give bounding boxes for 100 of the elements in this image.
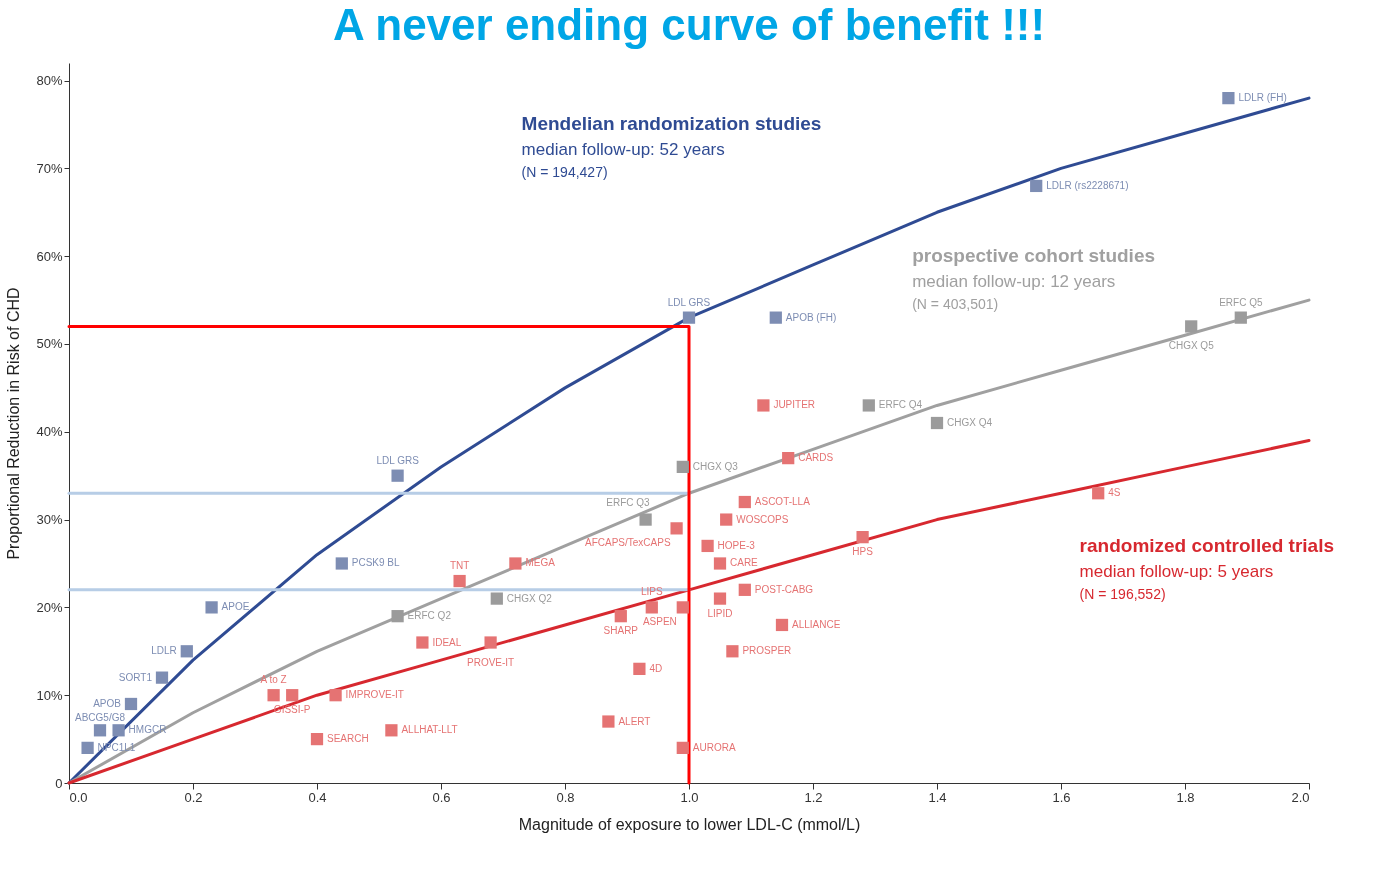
point	[1030, 179, 1043, 193]
annotation: POST-CABG	[754, 583, 814, 595]
point	[602, 715, 615, 728]
annotation: LDLR	[151, 645, 177, 657]
annotation: median follow-up: 12 years	[912, 272, 1116, 292]
annotation: LIPID	[707, 607, 733, 619]
annotation: LIPS	[640, 586, 663, 598]
point	[205, 601, 218, 614]
point	[93, 724, 107, 737]
point	[391, 469, 404, 482]
point	[676, 741, 689, 754]
point	[713, 592, 727, 605]
point	[155, 671, 169, 684]
x-tick-label: 2.0	[1291, 789, 1310, 805]
y-tick-label: 20%	[36, 599, 63, 615]
annotation: PROVE-IT	[466, 656, 515, 668]
point	[310, 732, 324, 746]
annotation: AFCAPS/TexCAPS	[585, 537, 671, 549]
point	[614, 610, 627, 623]
y-tick-label: 80%	[36, 73, 63, 89]
point	[509, 557, 522, 570]
y-tick-label: 70%	[36, 160, 63, 176]
point	[385, 724, 398, 737]
annotation: MEGA	[525, 557, 556, 569]
annotation: ALLIANCE	[792, 618, 841, 630]
x-tick-label: 1.0	[680, 789, 699, 805]
y-tick-label: 10%	[36, 687, 63, 703]
point	[329, 689, 342, 702]
y-tick-label: 30%	[36, 512, 63, 528]
annotation: SORT1	[118, 671, 153, 683]
point	[670, 522, 683, 535]
x-axis-title: Magnitude of exposure to lower LDL-C (mmol/L)	[518, 815, 861, 833]
annotation: APOB	[93, 697, 122, 709]
annotation: CHGX Q4	[947, 417, 993, 428]
x-tick-label: 0.0	[69, 789, 88, 805]
point	[720, 513, 733, 526]
annotation: ERFC Q5	[1219, 296, 1263, 308]
point	[713, 557, 727, 570]
point	[81, 741, 94, 754]
point	[335, 557, 348, 570]
point	[856, 531, 869, 544]
annotation: ASPEN	[642, 616, 677, 628]
point	[416, 636, 429, 649]
point	[738, 583, 751, 596]
annotation: median follow-up: 5 years	[1079, 561, 1274, 581]
annotation: HOPE-3	[717, 539, 756, 551]
point	[267, 689, 280, 702]
annotation: CARDS	[798, 452, 834, 464]
point	[769, 311, 782, 324]
point	[1092, 487, 1105, 500]
point	[862, 399, 875, 412]
annotation: ASCOT-LLA	[754, 496, 811, 508]
annotation: APOB (FH)	[785, 311, 837, 323]
annotation: HPS	[852, 546, 874, 558]
point	[639, 513, 652, 526]
x-tick-label: 0.8	[556, 789, 575, 805]
annotation: ALERT	[618, 715, 651, 727]
annotation: PCSK9 BL	[351, 557, 401, 569]
annotation: IMPROVE-IT	[345, 689, 404, 701]
annotation: median follow-up: 52 years	[521, 140, 725, 160]
annotation: LDL GRS	[667, 296, 711, 308]
y-axis-title: Proportional Reduction in Risk of CHD	[5, 287, 23, 560]
y-tick-label: 40%	[36, 424, 63, 440]
annotation: ERFC Q2	[407, 610, 452, 622]
x-tick-label: 1.8	[1176, 789, 1195, 805]
point	[124, 697, 138, 711]
point	[782, 452, 795, 465]
x-tick-label: 0.2	[184, 789, 203, 805]
point	[930, 416, 944, 430]
annotation: LDLR (FH)	[1238, 92, 1287, 104]
point	[1185, 320, 1198, 333]
annotation: PROSPER	[742, 645, 792, 657]
x-tick-label: 0.6	[432, 789, 451, 805]
annotation: (N = 403,501)	[912, 296, 999, 313]
x-tick-label: 1.6	[1052, 789, 1071, 805]
annotation: 4D	[649, 662, 663, 674]
annotation: JUPITER	[773, 399, 816, 411]
annotation: LDLR (rs2228671)	[1046, 179, 1129, 191]
annotation: CARE	[730, 557, 759, 569]
point	[676, 601, 689, 614]
text: prospective cohort studies	[912, 245, 1156, 267]
annotation: SHARP	[603, 625, 639, 637]
annotation: ERFC Q3	[606, 496, 651, 508]
annotation: (N = 194,427)	[521, 164, 608, 181]
point	[1222, 92, 1235, 105]
y-tick-label: 60%	[36, 248, 63, 264]
point	[286, 689, 299, 702]
point	[645, 601, 658, 614]
annotation: IDEAL	[432, 636, 462, 648]
point	[490, 592, 503, 605]
annotation: LDL GRS	[376, 454, 420, 466]
point	[633, 662, 646, 675]
point	[484, 636, 497, 649]
y-tick-label: 0	[55, 775, 63, 791]
annotation: 4S	[1108, 487, 1121, 499]
annotation: ERFC Q4	[878, 399, 923, 411]
point	[112, 724, 125, 737]
text: Mendelian randomization studies	[521, 113, 822, 135]
annotation: ABCG5/G8	[74, 712, 126, 724]
annotation: CHGX Q3	[692, 460, 739, 472]
